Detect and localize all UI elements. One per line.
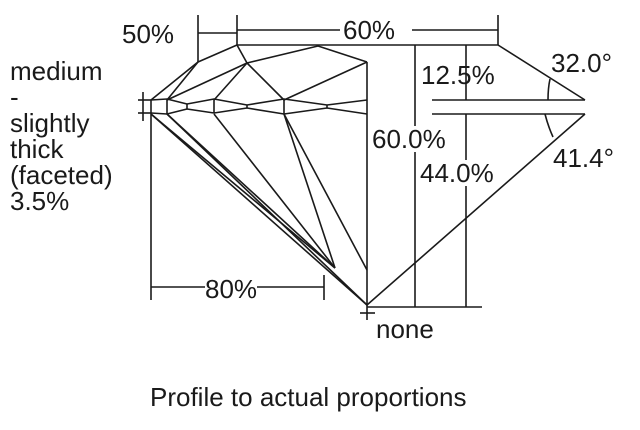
girdle-line: thick xyxy=(10,134,64,164)
girdle-label: medium - slightly thick (faceted) 3.5% xyxy=(10,58,113,214)
girdle-line: medium xyxy=(10,56,103,86)
girdle xyxy=(138,92,368,121)
girdle-line: slightly xyxy=(10,108,90,138)
crown-height-label: 12.5% xyxy=(421,60,495,90)
pavilion-facets xyxy=(150,62,375,320)
pavilion-angle-label: 41.4° xyxy=(553,143,615,173)
girdle-line: (faceted) xyxy=(10,160,113,190)
dimension-lines xyxy=(150,15,499,308)
crown-angle-label: 32.0° xyxy=(551,48,613,78)
total-depth-label: 60.0% xyxy=(372,124,446,154)
culet-label: none xyxy=(376,314,434,344)
table-label: 60% xyxy=(343,15,396,45)
crown-star-label: 50% xyxy=(122,19,175,49)
pavilion-depth-label: 44.0% xyxy=(420,158,494,188)
girdle-line: - xyxy=(10,82,19,112)
girdle-line: 3.5% xyxy=(10,186,70,216)
crown-outline xyxy=(150,44,586,101)
caption: Profile to actual proportions xyxy=(150,382,467,412)
right-profile xyxy=(366,78,586,306)
lower-half-label: 80% xyxy=(205,274,258,304)
